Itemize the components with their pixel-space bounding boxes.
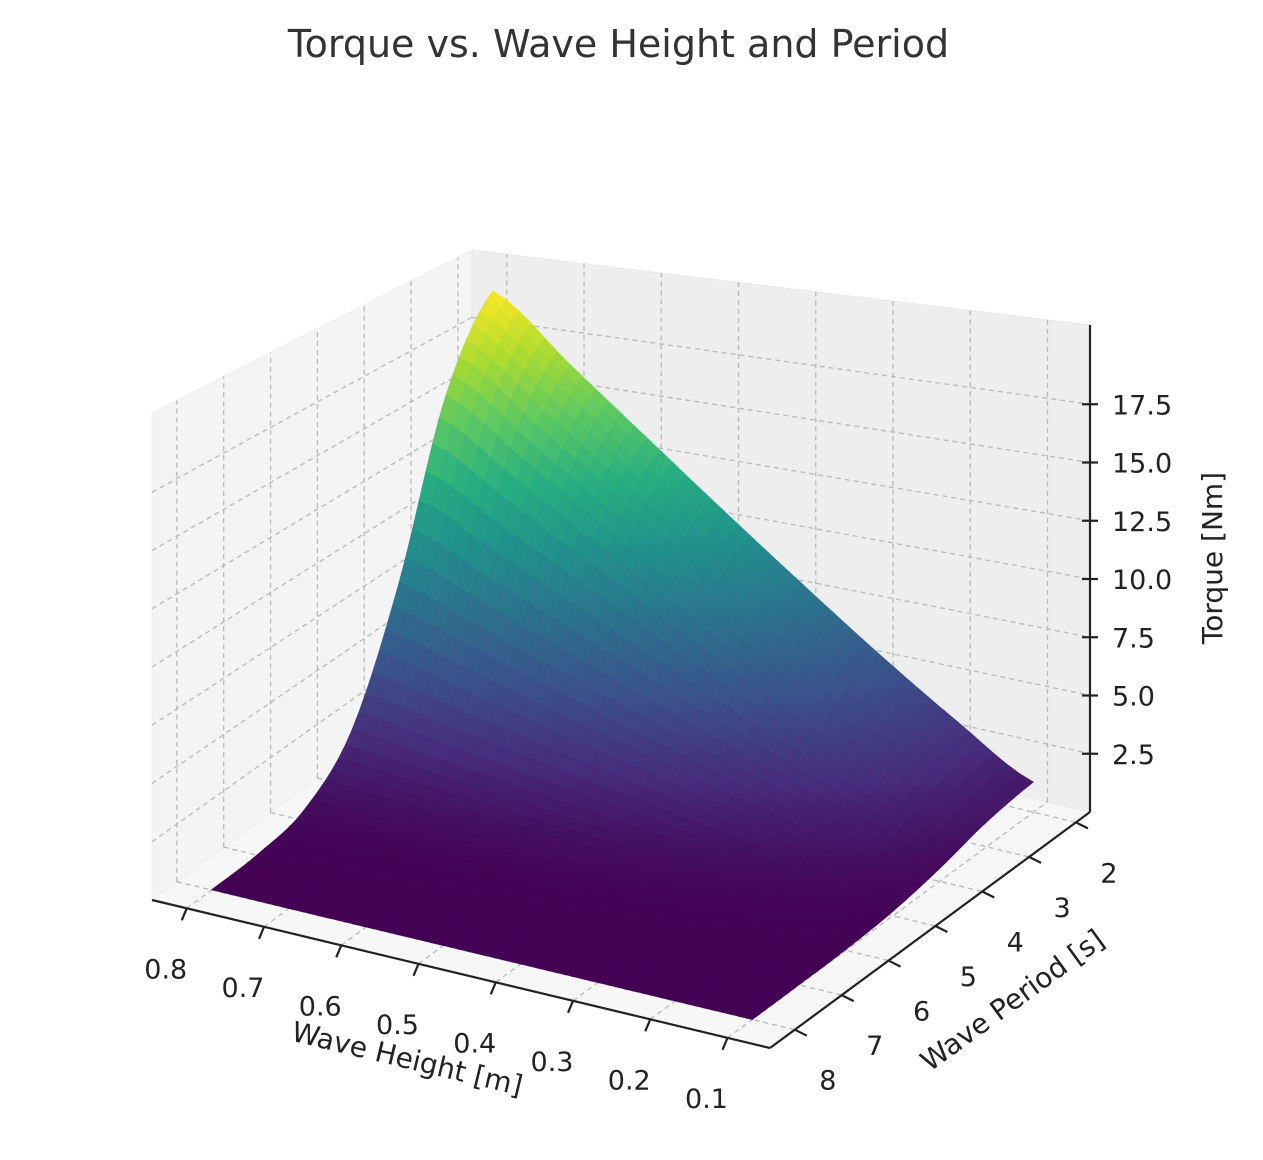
x-axis-line [151, 898, 771, 1050]
surface-cell [738, 1011, 760, 1020]
x-tick-label: 0.8 [144, 954, 187, 985]
x-tick-mark [335, 944, 343, 958]
y-tick-label: 6 [913, 997, 930, 1028]
y-tick-mark [888, 959, 902, 968]
x-tick-mark [566, 1000, 575, 1014]
x-tick-mark [180, 907, 188, 921]
x-tick-label: 0.3 [531, 1047, 574, 1078]
back-wall-grid-line [471, 415, 1091, 522]
x-tick-mark [644, 1018, 652, 1032]
surface [210, 290, 1034, 1020]
z-tick-label: 10.0 [1112, 565, 1172, 596]
y-tick-label: 2 [1100, 858, 1117, 889]
z-tick-label: 5.0 [1112, 682, 1155, 713]
left-wall-grid-line [151, 564, 473, 785]
y-tick-mark [1075, 821, 1089, 830]
axis-lines [151, 325, 1098, 1051]
x-tick-label: 0.1 [685, 1084, 728, 1115]
back-wall-grid-line [471, 514, 1091, 638]
x-tick-mark [412, 963, 420, 977]
back-wall-grid-line [471, 465, 1091, 580]
z-axis-label: Torque [Nm] [1196, 472, 1229, 645]
x-tick-mark [257, 926, 266, 940]
x-tick-label: 0.2 [608, 1065, 651, 1096]
z-tick-label: 2.5 [1112, 740, 1155, 771]
y-tick-label: 7 [866, 1031, 883, 1062]
left-wall-grid-line [151, 366, 473, 552]
y-tick-label: 3 [1053, 893, 1070, 924]
y-tick-label: 8 [819, 1066, 836, 1097]
z-tick-label: 15.0 [1112, 449, 1172, 480]
left-wall-grid-line [151, 316, 473, 493]
x-tick-label: 0.5 [376, 1010, 419, 1041]
y-tick-mark [934, 925, 948, 934]
z-tick-label: 7.5 [1112, 623, 1155, 654]
y-tick-mark [981, 890, 995, 899]
x-tick-mark [489, 981, 497, 995]
x-tick-label: 0.7 [222, 973, 265, 1004]
y-tick-label: 4 [1007, 927, 1024, 958]
x-tick-label: 0.6 [299, 991, 342, 1022]
y-tick-mark [1028, 855, 1042, 864]
z-tick-label: 17.5 [1112, 390, 1172, 421]
y-tick-mark [841, 994, 855, 1003]
y-tick-label: 5 [960, 962, 977, 993]
x-tick-mark [721, 1037, 729, 1051]
chart-title: Torque vs. Wave Height and Period [287, 22, 950, 66]
z-tick-label: 12.5 [1112, 507, 1172, 538]
x-tick-label: 0.4 [453, 1028, 496, 1059]
y-axis-line [769, 811, 1091, 1049]
y-tick-mark [794, 1028, 808, 1037]
